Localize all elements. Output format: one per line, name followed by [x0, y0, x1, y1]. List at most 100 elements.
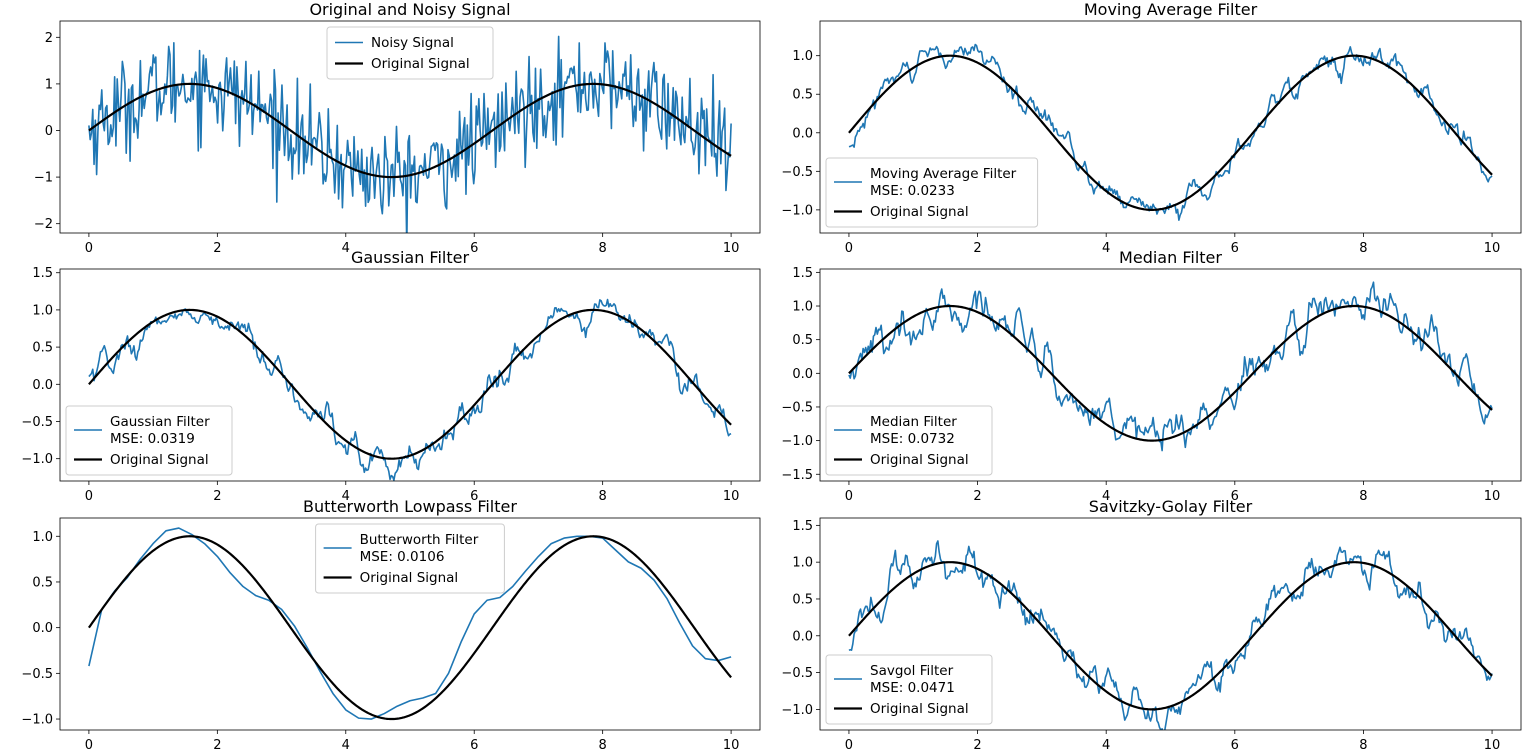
x-tick-label: 10: [1484, 489, 1501, 504]
y-tick-label: −1: [34, 171, 53, 186]
legend-label: Savgol Filter: [870, 663, 954, 679]
x-tick-label: 2: [213, 738, 221, 753]
y-tick-label: −0.5: [21, 667, 53, 682]
y-tick-label: −1.0: [781, 203, 813, 218]
y-tick-label: 0.5: [792, 88, 813, 103]
axes-frame: [819, 517, 1522, 731]
y-tick-label: −0.5: [21, 415, 53, 430]
y-tick-label: 0.5: [32, 341, 53, 356]
subplot-title: Median Filter: [1119, 248, 1222, 267]
subplot-title: Butterworth Lowpass Filter: [303, 497, 517, 516]
legend-label: Original Signal: [360, 570, 459, 586]
x-tick-label: 8: [599, 489, 607, 504]
y-tick-label: 1.0: [792, 300, 813, 315]
legend-label: MSE: 0.0106: [360, 549, 445, 565]
x-tick-label: 8: [1359, 241, 1367, 256]
legend-label: Moving Average Filter: [870, 166, 1017, 182]
x-tick-label: 10: [1484, 738, 1501, 753]
plot-area: [88, 298, 732, 481]
legend-label: Original Signal: [870, 452, 969, 468]
x-tick-label: 0: [845, 241, 853, 256]
x-tick-label: 2: [973, 241, 981, 256]
y-tick-label: −1.0: [781, 434, 813, 449]
legend-box: [326, 26, 494, 80]
x-tick-label: 10: [723, 738, 740, 753]
series-line-original: [88, 308, 732, 460]
legend-label: Gaussian Filter: [110, 414, 210, 430]
y-tick-label: −1.0: [21, 452, 53, 467]
x-tick-label: 4: [1102, 738, 1110, 753]
series-line-filtered: [88, 298, 732, 481]
x-tick-label: 8: [599, 241, 607, 256]
subplot-4: 0 2 4 6 8 10 −1.5 −1.0 −0.5 0.0 0.5 1.0 1.5 Median Fi…: [781, 248, 1522, 504]
x-tick-label: 8: [1359, 489, 1367, 504]
x-tick-label: 0: [845, 489, 853, 504]
y-tick-label: 1.0: [792, 556, 813, 571]
y-tick-label: −1.0: [781, 703, 813, 718]
x-tick-label: 10: [723, 241, 740, 256]
legend-box: [825, 405, 993, 476]
series-line-original: [87, 535, 732, 721]
legend-label: Original Signal: [870, 204, 969, 220]
x-tick-label: 4: [1102, 489, 1110, 504]
axes-frame: [59, 268, 761, 482]
subplot-title: Savitzky-Golay Filter: [1089, 497, 1253, 516]
legend-label: MSE: 0.0471: [870, 680, 955, 696]
legend-box: [825, 654, 993, 725]
axes-frame: [819, 20, 1522, 234]
legend-label: MSE: 0.0233: [870, 183, 955, 199]
x-tick-label: 2: [213, 489, 221, 504]
axes-frame: [819, 268, 1522, 482]
subplot-3: 0 2 4 6 8 10 −1.0 −0.5 0.0 0.5 1.0 1.5 Gaussian Filt…: [21, 248, 761, 504]
x-tick-label: 0: [85, 738, 93, 753]
axes-frame: [59, 20, 761, 234]
y-tick-label: 1.5: [32, 266, 53, 281]
x-tick-label: 0: [845, 738, 853, 753]
x-tick-label: 0: [85, 241, 93, 256]
x-tick-label: 2: [973, 489, 981, 504]
y-tick-label: −0.5: [781, 400, 813, 415]
legend-box: [65, 405, 233, 476]
y-tick-label: −0.5: [781, 666, 813, 681]
x-tick-label: 4: [1102, 241, 1110, 256]
plot-area: [87, 527, 732, 721]
subplot-title: Original and Noisy Signal: [309, 0, 510, 19]
subplot-title: Gaussian Filter: [351, 248, 470, 267]
y-tick-label: 0.0: [32, 378, 53, 393]
legend-label: MSE: 0.0319: [110, 431, 195, 447]
subplot-1: 0 2 4 6 8 10 −2 −1 0 1 2 Original and Noisy Signal N…: [34, 0, 761, 256]
legend-box: [825, 157, 1039, 228]
y-tick-label: 2: [45, 31, 53, 46]
x-tick-label: 6: [470, 738, 478, 753]
axes-frame: [59, 517, 761, 731]
subplot-5: 0 2 4 6 8 10 −1.0 −0.5 0.0 0.5 1.0 Butterworth Lowp…: [21, 497, 761, 753]
x-tick-label: 6: [470, 241, 478, 256]
legend-label: Original Signal: [870, 701, 969, 717]
x-tick-label: 6: [470, 489, 478, 504]
y-tick-label: −1.0: [21, 713, 53, 728]
y-tick-label: 1.0: [32, 303, 53, 318]
x-tick-label: 4: [342, 489, 350, 504]
series-line-filtered: [848, 281, 1493, 452]
y-tick-label: 0.5: [32, 575, 53, 590]
y-tick-label: 0.5: [792, 333, 813, 348]
y-tick-label: 0: [45, 124, 53, 139]
series-line-filtered: [88, 35, 732, 233]
series-line-original: [88, 82, 732, 179]
y-tick-label: 1.0: [792, 49, 813, 64]
x-tick-label: 4: [342, 738, 350, 753]
legend-label: Original Signal: [110, 452, 209, 468]
y-tick-label: −2: [34, 217, 53, 232]
x-tick-label: 6: [1231, 738, 1239, 753]
y-tick-label: 0.0: [792, 126, 813, 141]
plot-area: [848, 43, 1493, 221]
x-tick-label: 2: [213, 241, 221, 256]
x-tick-label: 10: [723, 489, 740, 504]
plot-area: [848, 281, 1493, 452]
legend-label: Median Filter: [870, 414, 957, 430]
plot-area: [848, 540, 1493, 730]
